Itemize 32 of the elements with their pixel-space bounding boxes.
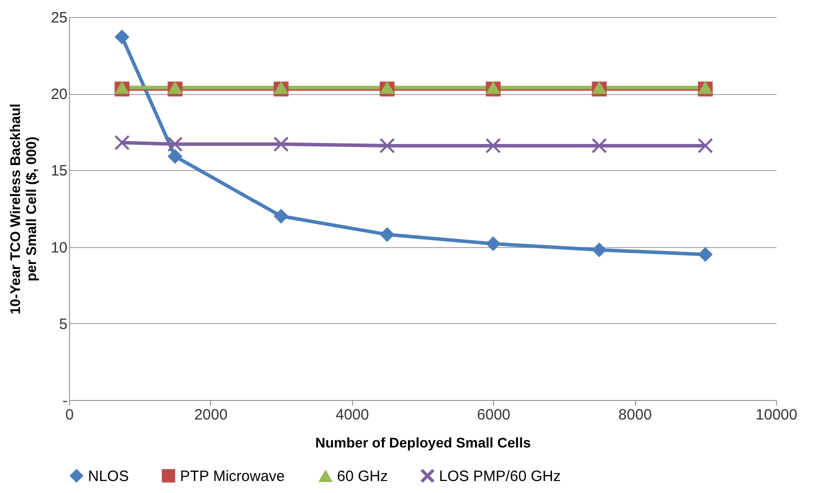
x-tick-label: 0	[65, 406, 74, 424]
point	[274, 208, 289, 224]
point	[592, 138, 607, 154]
y-tick-label: 10	[50, 239, 68, 256]
point	[486, 138, 501, 154]
y-tick-label: -	[62, 392, 68, 410]
x-tick-label: 6000	[477, 406, 510, 424]
x-tick-label: 2000	[194, 406, 228, 424]
x-tick-label: 8000	[618, 406, 652, 424]
point	[486, 236, 501, 252]
y-tick-label: 15	[50, 162, 68, 180]
legend-label: 60 GHz	[337, 468, 388, 486]
y-tick-label: 25	[50, 10, 68, 26]
y-tick-label: 20	[50, 86, 68, 104]
point	[698, 247, 713, 262]
point	[114, 135, 130, 150]
x-axis-title: Number of Deployed Small Cells	[315, 434, 531, 450]
point	[380, 138, 395, 154]
point	[114, 30, 130, 44]
point	[168, 148, 182, 164]
point	[168, 136, 182, 152]
y-axis-title: 10-Year TCO Wireless Backhaul per Small Cell ($, 000)	[6, 104, 39, 314]
x-tick-label: 10000	[756, 406, 798, 424]
x-tick-label: 4000	[336, 406, 369, 424]
point	[698, 138, 713, 154]
point	[592, 242, 607, 258]
legend-label: LOS PMP/60 GHz	[439, 468, 561, 485]
legend-label: NLOS	[88, 468, 129, 485]
y-tick-label: 5	[59, 316, 68, 333]
point	[380, 227, 395, 242]
point	[274, 136, 289, 152]
legend-label: PTP Microwave	[180, 468, 285, 485]
